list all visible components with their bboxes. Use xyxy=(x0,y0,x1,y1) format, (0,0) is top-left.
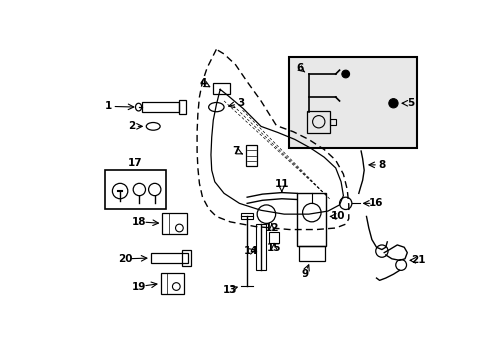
Text: 17: 17 xyxy=(128,158,142,168)
Bar xyxy=(329,119,336,125)
Text: 12: 12 xyxy=(264,223,279,233)
Bar xyxy=(213,83,230,94)
Bar xyxy=(178,100,186,114)
Bar xyxy=(306,111,329,132)
Text: 14: 14 xyxy=(243,246,258,256)
Text: 9: 9 xyxy=(301,269,308,279)
Text: 20: 20 xyxy=(118,254,132,264)
Text: 4: 4 xyxy=(199,78,206,88)
Bar xyxy=(142,103,178,112)
Circle shape xyxy=(341,70,349,78)
Text: 16: 16 xyxy=(368,198,383,208)
Bar xyxy=(289,57,416,148)
Text: 6: 6 xyxy=(295,63,303,73)
Text: 7: 7 xyxy=(232,146,240,156)
Bar xyxy=(241,213,253,219)
Bar xyxy=(256,224,265,270)
Text: 13: 13 xyxy=(223,285,237,294)
Text: 18: 18 xyxy=(132,217,146,227)
Text: 3: 3 xyxy=(237,98,244,108)
Text: 5: 5 xyxy=(406,98,413,108)
Bar xyxy=(268,232,279,243)
Bar xyxy=(161,273,183,294)
Bar xyxy=(162,213,187,234)
Bar xyxy=(104,170,166,209)
Circle shape xyxy=(388,99,397,108)
Bar xyxy=(151,253,187,264)
Bar xyxy=(298,246,324,261)
Text: 8: 8 xyxy=(378,160,385,170)
Bar xyxy=(297,193,326,246)
Bar xyxy=(182,250,190,266)
Text: 10: 10 xyxy=(330,211,345,221)
Bar xyxy=(245,145,257,166)
Text: 1: 1 xyxy=(105,101,112,111)
Text: 15: 15 xyxy=(266,243,281,253)
Text: 19: 19 xyxy=(132,282,146,292)
Text: 21: 21 xyxy=(410,255,425,265)
Text: 2: 2 xyxy=(128,121,135,131)
Text: 11: 11 xyxy=(274,179,288,189)
